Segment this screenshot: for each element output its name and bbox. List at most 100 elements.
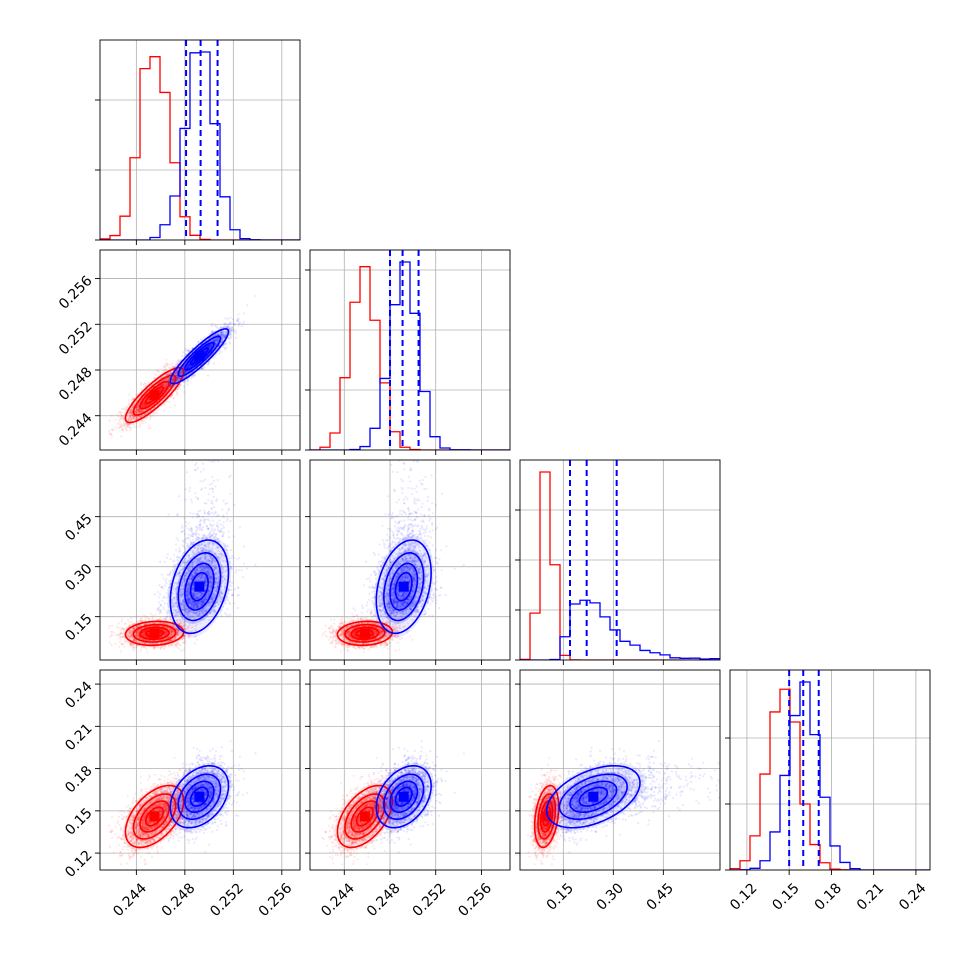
sample-point [139, 410, 142, 413]
sample-point [207, 374, 210, 377]
sample-point [182, 385, 185, 388]
sample-point [118, 423, 121, 426]
sample-point [149, 426, 152, 430]
sample-point [186, 349, 189, 352]
sample-point [134, 418, 137, 421]
sample-point [171, 365, 174, 368]
sample-point [171, 362, 174, 365]
sample-point [172, 377, 175, 381]
sample-point [141, 409, 144, 412]
sample-point [121, 428, 124, 431]
sample-point [133, 415, 137, 418]
sample-point [166, 377, 169, 380]
sample-point [131, 413, 134, 416]
sample-point [128, 426, 131, 429]
sample-point [130, 413, 133, 416]
sample-point [176, 361, 179, 364]
sample-point [114, 426, 117, 429]
sample-point [172, 377, 175, 380]
sample-point [127, 393, 130, 396]
sample-point [128, 415, 131, 418]
sample-point [147, 400, 150, 403]
sample-point [119, 418, 122, 421]
sample-point [163, 387, 166, 390]
sample-point [163, 384, 166, 387]
sample-point [211, 330, 214, 333]
sample-point [172, 396, 175, 399]
sample-point [238, 321, 242, 324]
sample-point [165, 384, 168, 387]
sample-point [165, 378, 168, 381]
sample-point [177, 376, 181, 379]
sample-point [163, 384, 166, 387]
sample-point [128, 411, 131, 414]
sample-point [119, 426, 122, 429]
sample-point [137, 412, 141, 415]
sample-point [110, 436, 114, 439]
sample-point [121, 407, 124, 410]
sample-point [163, 378, 167, 381]
sample-point [157, 408, 160, 411]
sample-point [160, 384, 163, 387]
sample-point [192, 376, 195, 379]
sample-point [172, 376, 175, 379]
sample-point [130, 419, 133, 423]
sample-point [162, 365, 165, 368]
sample-point [171, 378, 174, 381]
sample-point [135, 405, 138, 408]
sample-point [197, 340, 200, 343]
sample-point [176, 377, 179, 380]
sample-point [136, 404, 139, 408]
sample-point [176, 376, 179, 379]
sample-point [177, 377, 180, 380]
sample-point [163, 384, 166, 387]
sample-point [174, 371, 177, 374]
sample-point [126, 406, 129, 409]
sample-point [175, 370, 178, 373]
sample-point [176, 392, 179, 395]
sample-point [186, 379, 190, 382]
sample-point [168, 371, 171, 375]
sample-point [177, 359, 180, 362]
sample-point [171, 393, 174, 396]
sample-point [108, 419, 111, 422]
sample-point [141, 403, 144, 406]
sample-point [165, 400, 168, 403]
sample-point [183, 376, 186, 379]
sample-point [233, 323, 236, 326]
sample-point [154, 373, 157, 376]
sample-point [234, 329, 237, 333]
sample-point [163, 409, 166, 412]
sample-point [176, 394, 179, 397]
sample-point [117, 426, 120, 429]
sample-point [143, 405, 146, 408]
sample-point [172, 379, 175, 383]
sample-point [177, 388, 180, 391]
sample-point [138, 424, 142, 428]
sample-point [137, 409, 140, 412]
sample-point [140, 410, 143, 413]
sample-point [125, 408, 128, 411]
sample-point [119, 411, 122, 414]
sample-point [130, 418, 133, 422]
sample-point [144, 404, 147, 407]
sample-point [139, 422, 142, 425]
sample-point [129, 409, 132, 412]
sample-point [141, 405, 144, 408]
sample-point [159, 388, 162, 391]
sample-point [147, 381, 150, 384]
sample-point [143, 404, 146, 407]
sample-point [163, 369, 166, 372]
sample-point [163, 382, 166, 385]
sample-point [141, 414, 144, 417]
sample-point [138, 411, 141, 414]
sample-point [143, 405, 147, 408]
sample-point [119, 416, 122, 419]
sample-point [121, 428, 124, 431]
sample-point [161, 383, 164, 386]
sample-point [135, 406, 138, 409]
sample-point [142, 401, 145, 405]
sample-point [110, 433, 113, 436]
sample-point [163, 365, 166, 368]
sample-point [165, 373, 168, 376]
